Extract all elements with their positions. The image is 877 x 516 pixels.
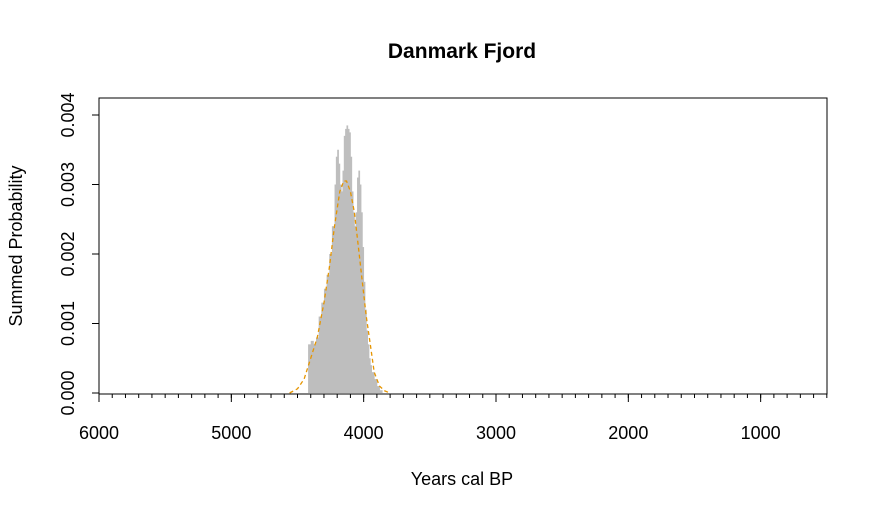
histogram-bar (337, 149, 339, 393)
x-axis: 6000 5000 4000 3000 2000 1000 (79, 394, 828, 443)
histogram-bar (350, 156, 353, 393)
histogram-bar (310, 340, 314, 393)
histogram-bar (313, 344, 317, 393)
histogram-bar (351, 191, 354, 393)
y-tick-label: 0.002 (58, 231, 78, 276)
histogram-bar (318, 316, 322, 393)
histogram-bar (343, 135, 346, 393)
histogram-bar (321, 302, 325, 393)
histogram-bar (342, 170, 345, 393)
histogram-bar (347, 128, 350, 393)
x-tick-label: 5000 (211, 423, 251, 443)
histogram-bar (323, 288, 328, 393)
x-tick-label: 3000 (476, 423, 516, 443)
x-axis-label: Years cal BP (411, 469, 513, 489)
histogram-bar (326, 274, 330, 393)
histogram-bar (334, 184, 337, 393)
histogram-bar (367, 344, 370, 393)
histogram-bar (364, 309, 367, 393)
histogram-bar (346, 125, 349, 394)
y-axis: 0.000 0.001 0.002 0.003 0.004 (58, 92, 99, 416)
x-tick-label: 6000 (79, 423, 119, 443)
y-tick-label: 0.003 (58, 162, 78, 207)
histogram-bar (354, 226, 357, 393)
histogram-bar (329, 254, 333, 393)
histogram-bar (355, 212, 358, 393)
x-tick-label: 4000 (344, 423, 384, 443)
histogram-bar (345, 128, 347, 393)
histogram-bar (349, 132, 351, 393)
histogram-bar (379, 390, 383, 393)
histogram-bar (368, 358, 371, 393)
plot-frame (98, 97, 828, 395)
histogram-bar (371, 372, 375, 393)
y-tick-label: 0.001 (58, 301, 78, 346)
histogram-bar (366, 330, 369, 393)
histogram-bar (341, 191, 343, 393)
histogram-bar (316, 337, 320, 393)
histogram-bar (359, 184, 362, 393)
y-tick-label: 0.000 (58, 370, 78, 415)
histogram-bar (362, 247, 365, 393)
histogram-bar (339, 184, 342, 393)
histogram-bar (331, 226, 335, 393)
density-line (289, 180, 391, 394)
histogram-bar (374, 379, 378, 393)
chart-title: Danmark Fjord (388, 40, 536, 63)
x-tick-label: 2000 (608, 423, 648, 443)
histogram-bar (358, 170, 361, 393)
histogram-bar (376, 386, 380, 393)
histogram-bar (335, 156, 338, 393)
histogram-bar (353, 212, 355, 393)
histogram-bar (361, 212, 363, 393)
histogram-bar (363, 281, 366, 393)
plot-area (289, 125, 391, 394)
histogram-bar (338, 163, 341, 393)
y-tick-label: 0.004 (58, 92, 78, 137)
histogram-bar (370, 365, 372, 393)
y-axis-label: Summed Probability (6, 165, 26, 326)
histogram-bar (357, 177, 359, 393)
x-tick-label: 1000 (741, 423, 781, 443)
histogram-bar (308, 344, 312, 393)
